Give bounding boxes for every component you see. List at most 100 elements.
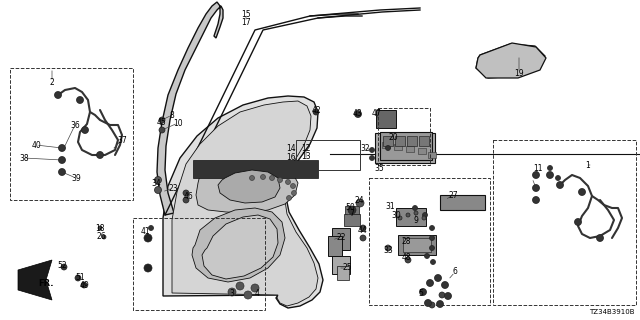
Circle shape — [419, 289, 426, 295]
Circle shape — [260, 174, 266, 180]
Text: 39: 39 — [71, 173, 81, 182]
Text: 15: 15 — [241, 10, 251, 19]
Text: 47: 47 — [371, 108, 381, 117]
Circle shape — [75, 275, 81, 281]
Circle shape — [250, 175, 255, 180]
Circle shape — [436, 300, 444, 308]
Bar — [378, 108, 430, 165]
Circle shape — [159, 117, 165, 123]
Circle shape — [102, 235, 106, 239]
Circle shape — [532, 172, 540, 179]
Circle shape — [385, 146, 390, 150]
Circle shape — [424, 300, 431, 307]
Circle shape — [285, 180, 291, 185]
Circle shape — [556, 175, 561, 180]
Circle shape — [183, 190, 189, 196]
Text: 27: 27 — [448, 190, 458, 199]
Circle shape — [429, 236, 435, 241]
Circle shape — [244, 291, 252, 299]
Polygon shape — [218, 170, 280, 203]
Text: 41: 41 — [140, 227, 150, 236]
Bar — [296, 140, 360, 170]
Text: 49: 49 — [79, 282, 89, 291]
Circle shape — [596, 235, 604, 242]
Circle shape — [81, 126, 88, 133]
Bar — [383, 136, 393, 146]
Text: 51: 51 — [75, 274, 85, 283]
Text: 14: 14 — [286, 143, 296, 153]
Circle shape — [58, 156, 65, 164]
Circle shape — [422, 212, 428, 218]
Circle shape — [228, 288, 236, 296]
Circle shape — [424, 253, 429, 259]
Text: 30: 30 — [391, 211, 401, 220]
Polygon shape — [196, 163, 298, 213]
Text: 24: 24 — [354, 196, 364, 204]
Circle shape — [422, 216, 426, 220]
Text: 5: 5 — [419, 289, 424, 298]
Circle shape — [406, 213, 410, 217]
Bar — [344, 214, 360, 226]
Text: 43: 43 — [352, 108, 362, 117]
Circle shape — [579, 188, 586, 196]
Text: 40: 40 — [31, 140, 41, 149]
Bar — [428, 152, 436, 158]
Circle shape — [431, 260, 435, 265]
Circle shape — [547, 165, 552, 171]
Bar — [403, 238, 431, 252]
Circle shape — [348, 206, 356, 214]
Circle shape — [356, 199, 364, 207]
Circle shape — [360, 235, 366, 241]
Text: 17: 17 — [241, 18, 251, 27]
Circle shape — [291, 183, 296, 188]
Bar — [345, 206, 359, 216]
Bar — [440, 195, 485, 210]
Text: 48: 48 — [401, 253, 411, 262]
Text: 1: 1 — [586, 161, 590, 170]
Text: FR.: FR. — [38, 279, 54, 289]
Polygon shape — [202, 215, 278, 279]
Text: 25: 25 — [342, 263, 352, 273]
Text: 44: 44 — [357, 226, 367, 235]
Bar — [328, 236, 342, 256]
Circle shape — [54, 92, 61, 99]
Text: 3: 3 — [230, 289, 234, 298]
Text: 46: 46 — [183, 191, 193, 201]
Text: 28: 28 — [401, 236, 411, 245]
Text: 6: 6 — [452, 268, 458, 276]
Circle shape — [251, 284, 259, 292]
Bar — [193, 160, 318, 178]
Bar — [419, 136, 429, 146]
Bar — [418, 148, 426, 154]
Circle shape — [183, 197, 189, 203]
Circle shape — [398, 216, 402, 220]
Text: 2: 2 — [50, 77, 54, 86]
Circle shape — [144, 234, 152, 242]
Text: 23: 23 — [168, 183, 178, 193]
Bar — [133, 218, 265, 310]
Text: 10: 10 — [173, 118, 183, 127]
Circle shape — [159, 127, 165, 133]
Circle shape — [385, 245, 391, 251]
Bar — [407, 136, 417, 146]
Bar — [332, 228, 350, 250]
Circle shape — [414, 211, 418, 215]
Circle shape — [98, 226, 102, 230]
Circle shape — [369, 148, 374, 153]
Text: 16: 16 — [286, 153, 296, 162]
Bar — [375, 133, 435, 163]
Circle shape — [442, 282, 449, 289]
Circle shape — [547, 172, 554, 179]
Circle shape — [58, 169, 65, 175]
Text: 52: 52 — [57, 261, 67, 270]
Circle shape — [81, 282, 87, 288]
Text: 45: 45 — [156, 117, 166, 126]
Text: TZ34B3910B: TZ34B3910B — [589, 309, 635, 315]
Circle shape — [426, 279, 433, 286]
Bar — [395, 136, 405, 146]
Text: 26: 26 — [96, 231, 106, 241]
Circle shape — [369, 156, 374, 161]
Circle shape — [355, 110, 362, 117]
Circle shape — [77, 97, 83, 103]
Circle shape — [287, 196, 291, 201]
